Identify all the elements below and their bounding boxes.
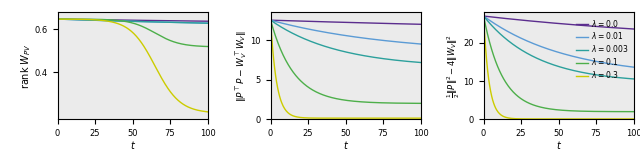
$\lambda = 0.003$ [606, 76, 614, 78]
$\lambda = 0.0$ [480, 15, 488, 17]
$\lambda = 0.3$ [572, 118, 579, 120]
Y-axis label: rank $W_{PV}$: rank $W_{PV}$ [19, 43, 33, 89]
Line: $\lambda = 0.1$: $\lambda = 0.1$ [484, 16, 634, 112]
$\lambda = 0.01$ [480, 15, 488, 17]
X-axis label: $t$: $t$ [342, 139, 349, 151]
$\lambda = 0.003$ [616, 77, 623, 79]
Line: $\lambda = 0.003$: $\lambda = 0.003$ [484, 16, 634, 79]
$\lambda = 0.3$ [568, 118, 576, 120]
$\lambda = 0.0$ [606, 26, 614, 28]
$\lambda = 0.01$ [568, 55, 576, 57]
$\lambda = 0.003$ [572, 70, 579, 72]
Y-axis label: $\|P^\top P - W_V^\top W_V\|$: $\|P^\top P - W_V^\top W_V\|$ [234, 30, 249, 102]
X-axis label: $t$: $t$ [129, 139, 136, 151]
$\lambda = 0.01$ [606, 63, 614, 65]
$\lambda = 0.003$ [480, 15, 488, 17]
$\lambda = 0.3$ [616, 118, 623, 120]
Line: $\lambda = 0.3$: $\lambda = 0.3$ [484, 16, 634, 119]
$\lambda = 0.003$ [480, 16, 488, 18]
$\lambda = 0.3$ [569, 118, 577, 120]
$\lambda = 0.01$ [616, 64, 623, 66]
$\lambda = 0.0$ [616, 27, 623, 29]
$\lambda = 0.01$ [569, 55, 577, 57]
$\lambda = 0.0$ [480, 15, 488, 17]
$\lambda = 0.0$ [569, 24, 577, 26]
$\lambda = 0.1$ [480, 18, 488, 20]
$\lambda = 0.1$ [480, 15, 488, 17]
$\lambda = 0.1$ [616, 111, 623, 113]
$\lambda = 0.003$ [630, 78, 637, 80]
Line: $\lambda = 0.01$: $\lambda = 0.01$ [484, 16, 634, 67]
$\lambda = 0.01$ [480, 15, 488, 17]
$\lambda = 0.0$ [568, 24, 576, 26]
$\lambda = 0.1$ [568, 110, 576, 112]
$\lambda = 0.1$ [606, 111, 614, 112]
$\lambda = 0.1$ [572, 110, 579, 112]
$\lambda = 0.3$ [606, 118, 614, 120]
Legend: $\lambda = 0.0$, $\lambda = 0.01$, $\lambda = 0.003$, $\lambda = 0.1$, $\lambda : $\lambda = 0.0$, $\lambda = 0.01$, $\lam… [575, 16, 630, 82]
$\lambda = 0.003$ [568, 69, 576, 71]
$\lambda = 0.0$ [630, 28, 637, 30]
$\lambda = 0.3$ [630, 118, 637, 120]
$\lambda = 0.1$ [630, 111, 637, 113]
$\lambda = 0.01$ [572, 56, 579, 58]
Line: $\lambda = 0.0$: $\lambda = 0.0$ [484, 16, 634, 29]
$\lambda = 0.1$ [569, 110, 577, 112]
$\lambda = 0.01$ [630, 66, 637, 68]
$\lambda = 0.3$ [480, 15, 488, 17]
$\lambda = 0.3$ [480, 24, 488, 26]
Y-axis label: $\frac{1}{2}\|P\|^2 - 4\|W_V\|^2$: $\frac{1}{2}\|P\|^2 - 4\|W_V\|^2$ [445, 34, 462, 98]
$\lambda = 0.0$ [572, 24, 579, 26]
X-axis label: $t$: $t$ [556, 139, 562, 151]
$\lambda = 0.003$ [569, 69, 577, 71]
